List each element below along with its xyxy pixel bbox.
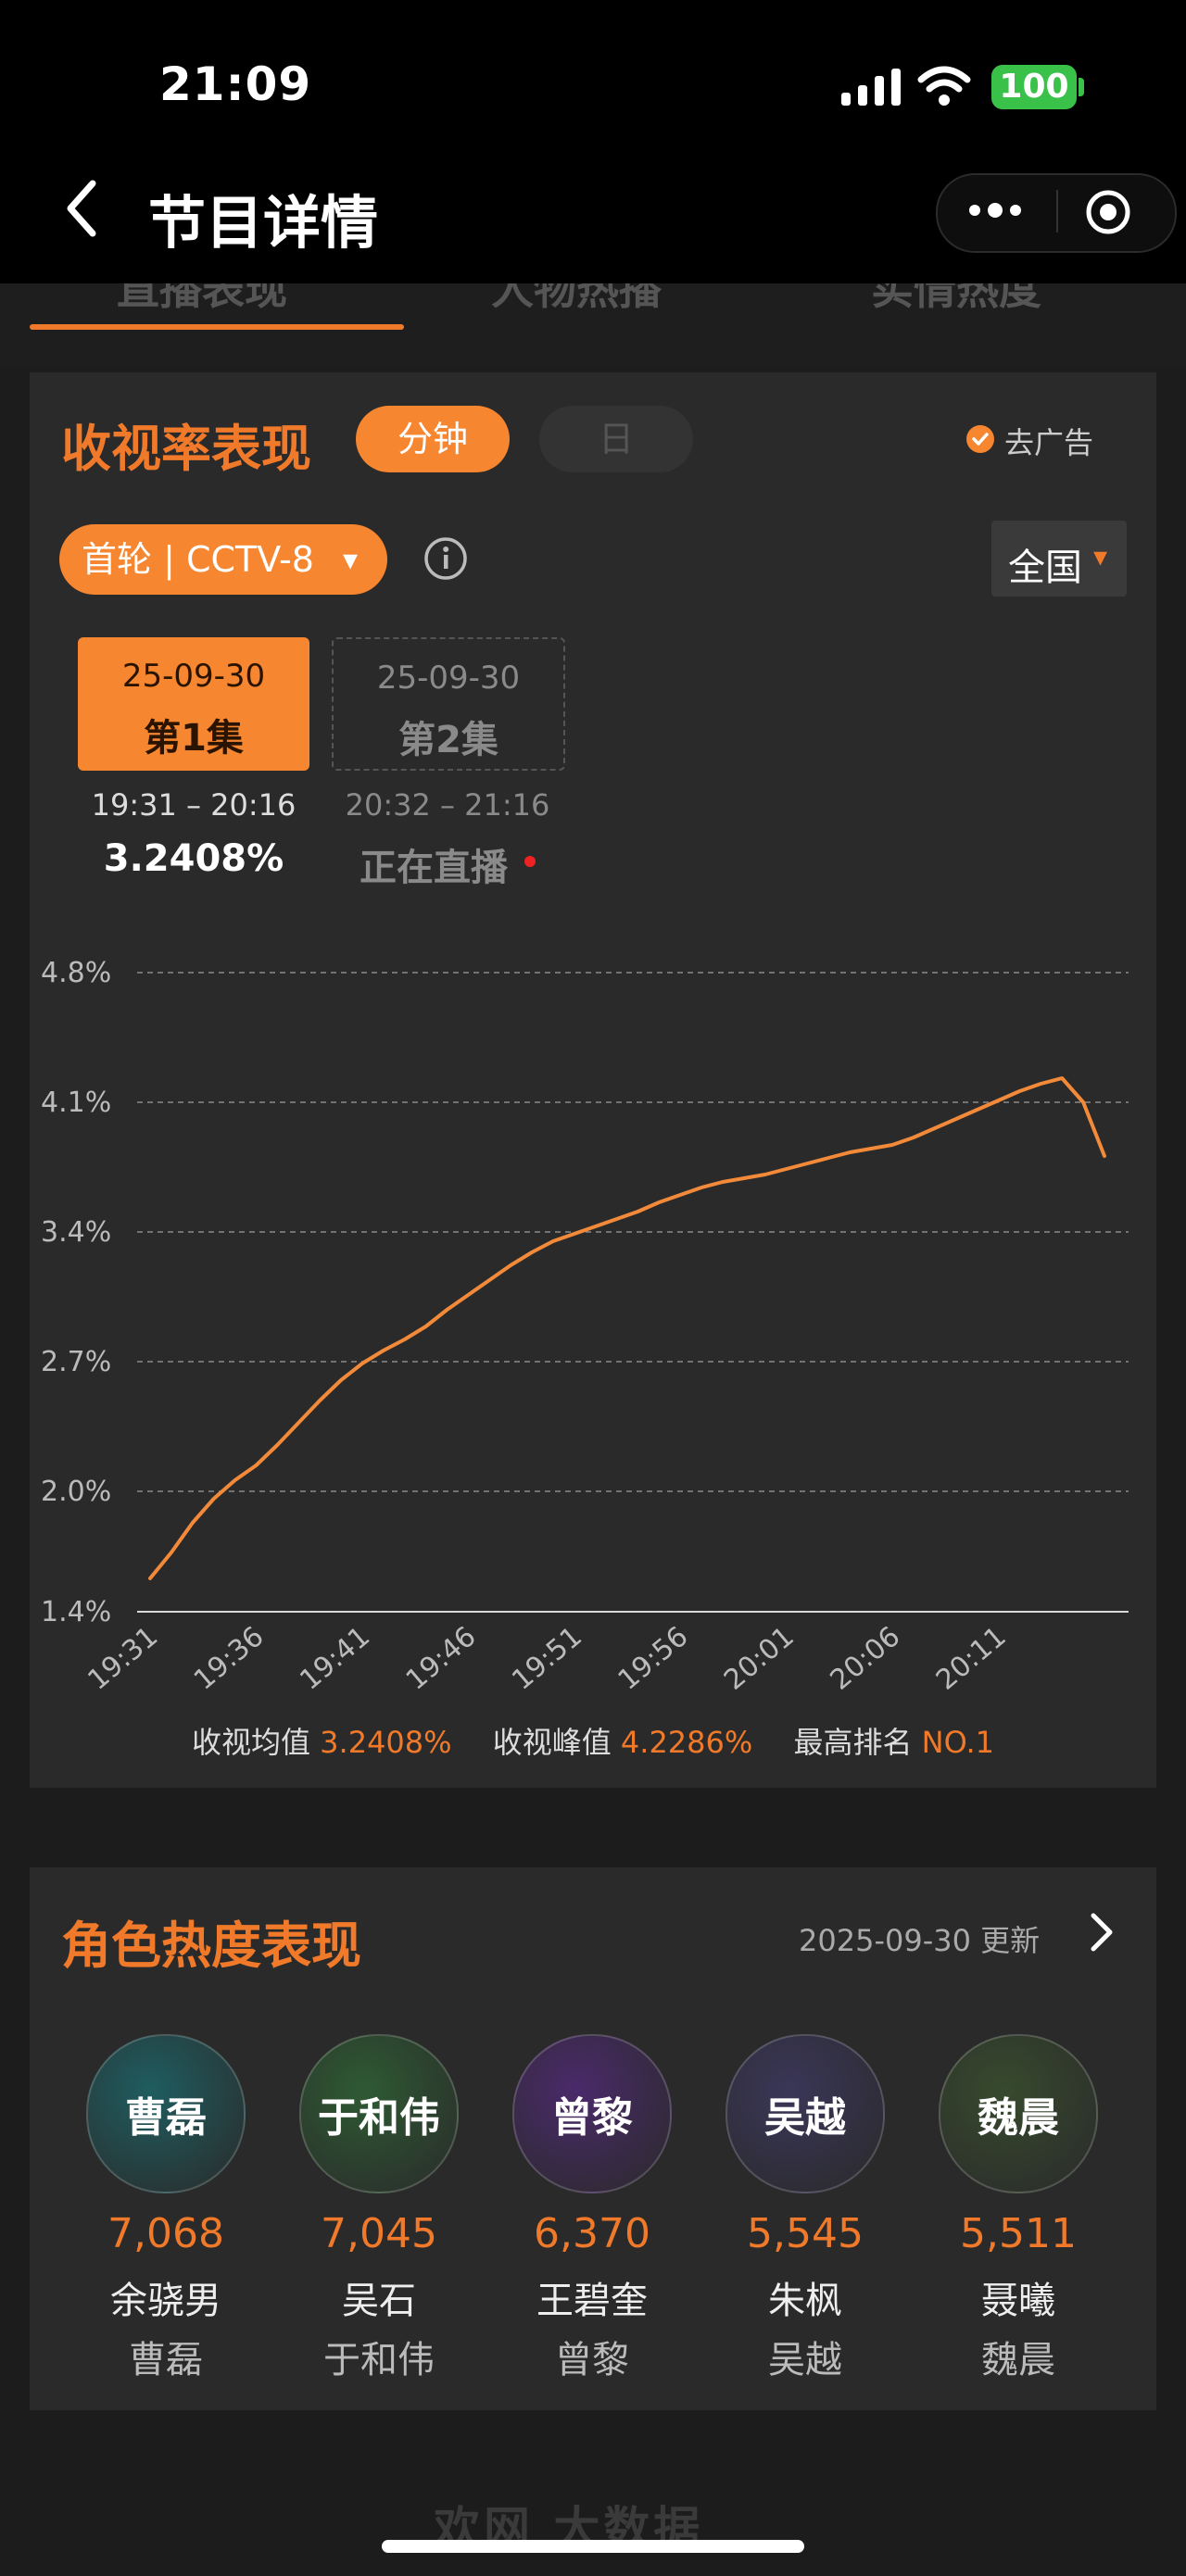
close-target-icon[interactable] — [1084, 188, 1132, 236]
status-time: 21:09 — [159, 57, 312, 111]
x-tick-label: 20:11 — [930, 1620, 1013, 1696]
live-dot-icon — [524, 856, 536, 867]
avatar: 魏晨 — [939, 2034, 1098, 2193]
episode-1-time: 19:31 – 20:16 — [91, 787, 296, 823]
region-dropdown[interactable]: 全国 ▾ — [991, 521, 1127, 597]
role-score: 7,045 — [321, 2210, 437, 2257]
x-tick-label: 19:46 — [400, 1620, 483, 1696]
remove-ads-label[interactable]: 去广告 — [1004, 425, 1094, 460]
episode-2-live-status: 正在直播 — [360, 847, 508, 889]
tab-heat[interactable]: 实情热度 — [871, 283, 1041, 314]
role-character: 朱枫 — [768, 2280, 842, 2322]
role-actor: 魏晨 — [981, 2339, 1055, 2381]
avatar: 吴越 — [725, 2034, 885, 2193]
channel-label: 首轮 | CCTV-8 — [82, 539, 314, 580]
role-item[interactable]: 魏晨 5,511 聂曦 魏晨 — [926, 2034, 1111, 2383]
episode-name: 第2集 — [398, 719, 498, 761]
x-tick-label: 20:01 — [718, 1620, 801, 1696]
capsule-divider — [1056, 190, 1058, 232]
avatar: 曹磊 — [86, 2034, 246, 2193]
role-actor: 吴越 — [768, 2339, 842, 2381]
y-tick-label: 1.4% — [41, 1596, 111, 1628]
episode-1-rating: 3.2408% — [103, 837, 284, 880]
role-item[interactable]: 吴越 5,545 朱枫 吴越 — [713, 2034, 898, 2383]
day-toggle-button[interactable]: 日 — [539, 406, 693, 472]
caret-down-icon: ▾ — [1093, 541, 1108, 573]
info-icon[interactable] — [423, 535, 469, 582]
role-actor: 曹磊 — [129, 2339, 203, 2381]
chevron-right-icon[interactable] — [1084, 1910, 1117, 1954]
role-character: 吴石 — [342, 2280, 416, 2322]
role-character: 余骁男 — [110, 2280, 221, 2322]
y-tick-label: 3.4% — [41, 1216, 111, 1249]
minute-toggle-button[interactable]: 分钟 — [356, 406, 510, 472]
episode-name: 第1集 — [144, 717, 244, 760]
x-tick-label: 19:51 — [506, 1620, 588, 1696]
role-character: 聂曦 — [981, 2280, 1055, 2322]
episode-card-2[interactable]: 25-09-30 第2集 — [332, 637, 565, 771]
tab-live[interactable]: 直播表现 — [117, 283, 287, 314]
channel-selector[interactable]: 首轮 | CCTV-8 ▾ — [59, 524, 387, 595]
role-item[interactable]: 于和伟 7,045 吴石 于和伟 — [286, 2034, 472, 2383]
check-circle-icon[interactable] — [965, 424, 995, 454]
role-item[interactable]: 曹磊 7,068 余骁男 曹磊 — [73, 2034, 259, 2383]
signal-icon — [841, 69, 901, 106]
rating-card — [30, 372, 1156, 1788]
role-item[interactable]: 曾黎 6,370 王碧奎 曾黎 — [499, 2034, 685, 2383]
avg-value: 3.2408% — [320, 1725, 452, 1760]
tab-strip: 直播表现 人物热播 实情热度 — [0, 283, 1186, 367]
caret-down-icon: ▾ — [343, 542, 359, 577]
x-tick-label: 19:31 — [82, 1620, 164, 1696]
tab-people[interactable]: 人物热播 — [491, 283, 662, 314]
rating-line-chart: 1.4% 2.0% 2.7% 3.4% 4.1% 4.8% 19:31 19:36 19:41 1… — [41, 957, 1129, 1697]
x-tick-label: 19:41 — [294, 1620, 376, 1696]
y-tick-label: 2.7% — [41, 1346, 111, 1378]
home-indicator[interactable] — [382, 2540, 804, 2553]
role-score: 6,370 — [534, 2210, 650, 2257]
rating-summary: 收视均值 3.2408% 收视峰值 4.2286% 最高排名 NO.1 — [0, 1719, 1186, 1762]
peak-label: 收视峰值 — [492, 1725, 612, 1760]
role-score: 7,068 — [107, 2210, 224, 2257]
series-line — [148, 1076, 1106, 1580]
x-tick-label: 19:36 — [188, 1620, 271, 1696]
rank-label: 最高排名 — [793, 1725, 913, 1760]
rank-value: NO.1 — [921, 1725, 994, 1760]
region-label: 全国 — [1008, 547, 1082, 589]
role-section-title: 角色热度表现 — [61, 1916, 361, 1975]
episode-date: 25-09-30 — [376, 660, 521, 697]
rating-section-title: 收视率表现 — [61, 420, 311, 478]
battery-indicator: 100 — [991, 65, 1077, 109]
y-tick-label: 2.0% — [41, 1476, 111, 1508]
avatar: 于和伟 — [299, 2034, 459, 2193]
wifi-icon — [917, 66, 971, 106]
battery-tip — [1079, 78, 1084, 96]
x-tick-label: 19:56 — [612, 1620, 695, 1696]
role-actor: 于和伟 — [323, 2339, 435, 2381]
episode-date: 25-09-30 — [121, 658, 266, 695]
x-tick-label: 20:06 — [825, 1620, 907, 1696]
more-dots-icon[interactable] — [965, 196, 1025, 224]
role-score: 5,545 — [747, 2210, 864, 2257]
y-tick-label: 4.1% — [41, 1087, 111, 1119]
avatar: 曾黎 — [512, 2034, 672, 2193]
tab-active-underline — [30, 324, 404, 330]
role-actor: 曾黎 — [555, 2339, 629, 2381]
episode-card-1[interactable]: 25-09-30 第1集 — [78, 637, 309, 771]
peak-value: 4.2286% — [620, 1725, 753, 1760]
back-arrow-icon[interactable] — [59, 178, 109, 239]
role-character: 王碧奎 — [536, 2280, 648, 2322]
y-tick-label: 4.8% — [41, 957, 111, 989]
avg-label: 收视均值 — [191, 1725, 310, 1760]
role-score: 5,511 — [960, 2210, 1077, 2257]
role-updated-date: 2025-09-30 更新 — [799, 1923, 1041, 1958]
page-title: 节目详情 — [148, 189, 379, 257]
episode-2-time: 20:32 – 21:16 — [345, 787, 550, 823]
